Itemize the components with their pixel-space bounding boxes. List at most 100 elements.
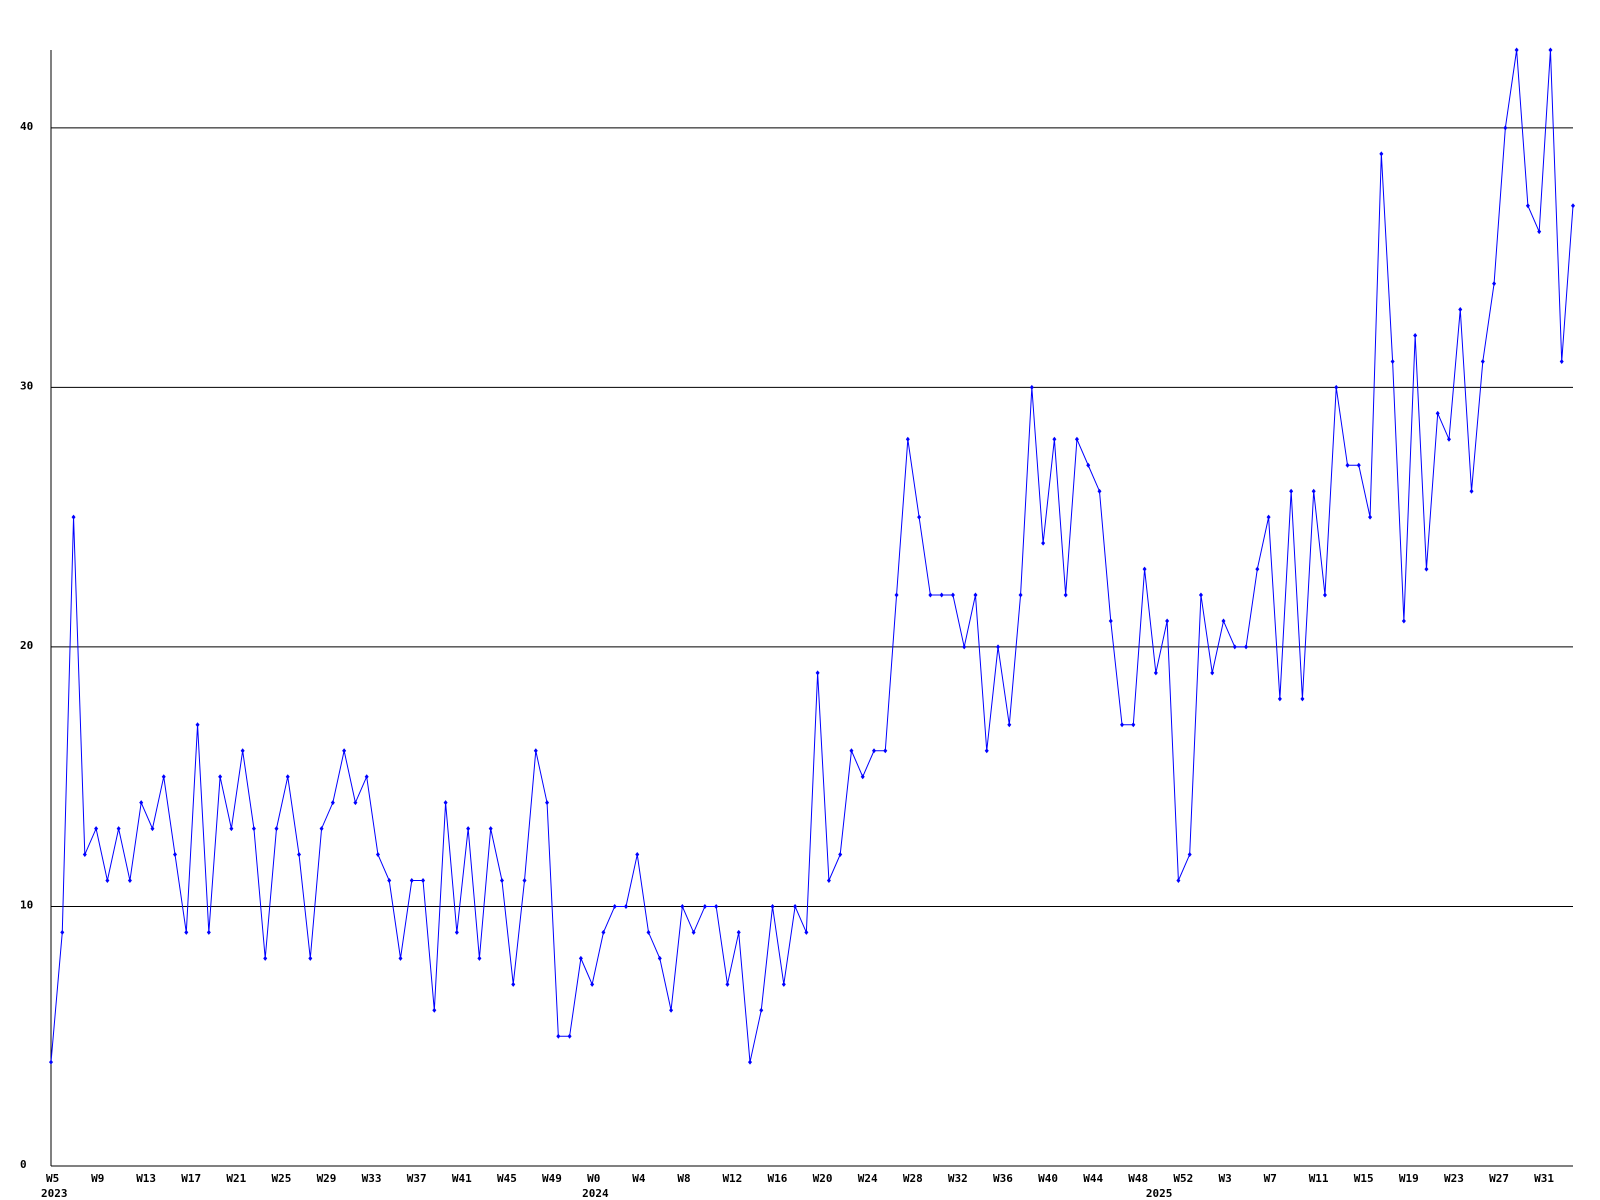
data-point xyxy=(702,903,707,909)
data-point xyxy=(421,878,426,884)
data-point xyxy=(996,644,1001,650)
data-point xyxy=(1244,644,1249,650)
data-point xyxy=(950,592,955,598)
data-point xyxy=(274,826,279,832)
data-point xyxy=(49,1059,53,1065)
data-point xyxy=(206,929,211,935)
x-tick-label: W19 xyxy=(1399,1172,1419,1185)
data-point xyxy=(533,748,538,754)
data-point xyxy=(409,878,414,884)
x-tick-label: W49 xyxy=(542,1172,562,1185)
data-point xyxy=(1041,540,1046,546)
data-point xyxy=(342,748,347,754)
x-tick-label: W36 xyxy=(993,1172,1013,1185)
data-point xyxy=(1424,566,1429,572)
data-point xyxy=(1063,592,1068,598)
x-tick-label: W13 xyxy=(136,1172,156,1185)
data-point xyxy=(1029,384,1034,390)
data-point xyxy=(917,514,922,520)
data-point xyxy=(432,1007,437,1013)
x-tick-label: W24 xyxy=(858,1172,878,1185)
data-point xyxy=(849,748,854,754)
data-point xyxy=(612,903,617,909)
data-point xyxy=(623,903,628,909)
x-tick-label: W23 xyxy=(1444,1172,1464,1185)
x-tick-label: W33 xyxy=(362,1172,382,1185)
data-point xyxy=(736,929,741,935)
data-point xyxy=(1480,358,1485,364)
data-line xyxy=(50,49,1574,1063)
data-point xyxy=(1322,592,1327,598)
data-point xyxy=(1300,696,1305,702)
data-point xyxy=(116,826,121,832)
data-point xyxy=(838,852,843,858)
x-tick-label: W4 xyxy=(632,1172,646,1185)
data-point xyxy=(1356,462,1361,468)
data-point xyxy=(669,1007,674,1013)
data-point xyxy=(173,852,178,858)
data-point xyxy=(1086,462,1091,468)
x-tick-label: W41 xyxy=(452,1172,472,1185)
data-point xyxy=(1120,722,1125,728)
data-point xyxy=(1503,125,1508,131)
data-point xyxy=(1435,410,1440,416)
data-point xyxy=(1142,566,1147,572)
data-point xyxy=(635,852,640,858)
data-point xyxy=(105,878,110,884)
data-point xyxy=(1266,514,1271,520)
x-tick-label: W52 xyxy=(1173,1172,1193,1185)
data-point xyxy=(71,514,76,520)
year-label: 2023 xyxy=(41,1187,68,1200)
data-point xyxy=(398,955,403,961)
x-tick-label: W21 xyxy=(226,1172,246,1185)
data-point xyxy=(1525,203,1530,209)
data-point xyxy=(905,436,910,442)
data-point xyxy=(308,955,313,961)
data-point xyxy=(1379,151,1384,157)
data-point xyxy=(466,826,471,832)
data-point xyxy=(1007,722,1012,728)
x-tick-label: W25 xyxy=(271,1172,291,1185)
data-point xyxy=(522,878,527,884)
x-tick-label: W3 xyxy=(1219,1172,1232,1185)
data-point xyxy=(680,903,685,909)
x-tick-label: W40 xyxy=(1038,1172,1058,1185)
data-point xyxy=(375,852,380,858)
data-point xyxy=(894,592,899,598)
data-point xyxy=(240,748,245,754)
x-tick-label: W9 xyxy=(91,1172,104,1185)
y-tick-label: 30 xyxy=(20,379,33,392)
data-point xyxy=(1052,436,1057,442)
data-point xyxy=(984,748,989,754)
data-point xyxy=(195,722,200,728)
data-point xyxy=(1401,618,1406,624)
x-tick-label: W27 xyxy=(1489,1172,1509,1185)
data-point xyxy=(1446,436,1451,442)
data-point xyxy=(1131,722,1136,728)
data-point xyxy=(1413,332,1418,338)
data-point xyxy=(297,852,302,858)
data-point xyxy=(1368,514,1373,520)
data-point xyxy=(218,774,223,780)
data-point xyxy=(330,800,335,806)
x-tick-label: W12 xyxy=(722,1172,742,1185)
y-tick-label: 20 xyxy=(20,639,33,652)
year-label: 2024 xyxy=(582,1187,609,1200)
data-point xyxy=(657,955,662,961)
data-point xyxy=(759,1007,764,1013)
x-tick-label: W15 xyxy=(1354,1172,1374,1185)
data-point xyxy=(1345,462,1350,468)
data-point xyxy=(60,929,65,935)
data-point xyxy=(1221,618,1226,624)
data-point xyxy=(815,670,820,676)
data-point xyxy=(826,878,831,884)
data-point xyxy=(747,1059,752,1065)
x-tick-label: W44 xyxy=(1083,1172,1103,1185)
data-point xyxy=(499,878,504,884)
data-point xyxy=(251,826,256,832)
x-tick-label: W11 xyxy=(1309,1172,1329,1185)
data-point xyxy=(1559,358,1564,364)
data-point xyxy=(928,592,933,598)
